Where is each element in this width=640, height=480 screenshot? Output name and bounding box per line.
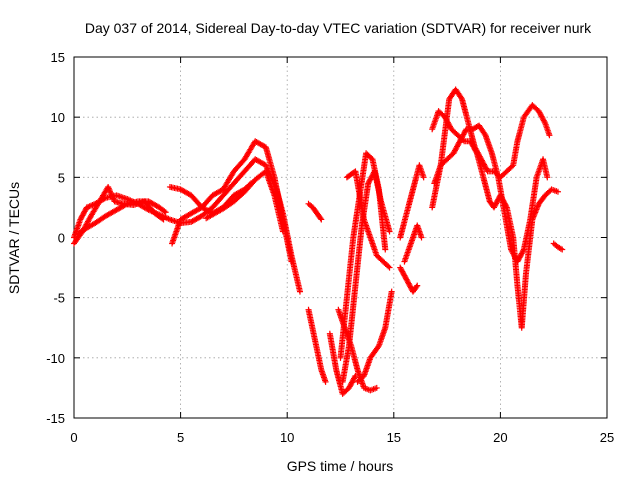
data-point bbox=[414, 282, 421, 289]
data-point bbox=[162, 209, 169, 216]
y-tick-label: 0 bbox=[58, 231, 65, 246]
y-tick-label: -10 bbox=[46, 351, 65, 366]
series-track-11 bbox=[339, 168, 393, 385]
data-point bbox=[352, 372, 359, 379]
series-track-21 bbox=[550, 240, 566, 253]
data-point bbox=[559, 246, 566, 253]
data-point bbox=[296, 288, 303, 295]
series-track-20 bbox=[429, 108, 561, 331]
data-point bbox=[554, 188, 561, 195]
data-point bbox=[317, 215, 324, 222]
data-point bbox=[386, 264, 393, 271]
data-point bbox=[388, 288, 395, 295]
series-track-17 bbox=[401, 222, 425, 265]
data-point bbox=[373, 384, 380, 391]
x-tick-label: 20 bbox=[493, 430, 507, 445]
data-point bbox=[279, 228, 286, 235]
data-point bbox=[160, 216, 167, 223]
chart-title: Day 037 of 2014, Sidereal Day-to-day VTE… bbox=[85, 20, 592, 36]
axis-ticks: 0 5 10 15 20 25 -15 -10 -5 0 5 10 15 bbox=[46, 50, 614, 445]
data-point bbox=[459, 137, 466, 144]
x-tick-label: 10 bbox=[280, 430, 294, 445]
data-point bbox=[386, 228, 393, 235]
data-point bbox=[544, 174, 551, 181]
series-track-3 bbox=[166, 180, 254, 217]
data-point bbox=[385, 263, 392, 270]
data-point bbox=[473, 148, 480, 155]
data-point bbox=[520, 247, 527, 254]
x-tick-label: 25 bbox=[600, 430, 614, 445]
x-tick-label: 0 bbox=[70, 430, 77, 445]
y-axis-label: SDTVAR / TECUs bbox=[6, 182, 22, 294]
data-point bbox=[322, 378, 329, 385]
data-point bbox=[351, 374, 358, 381]
data-point bbox=[418, 234, 425, 241]
data-point bbox=[413, 283, 420, 290]
series-track-7 bbox=[305, 200, 325, 223]
x-axis-label: GPS time / hours bbox=[287, 458, 394, 474]
series-track-6 bbox=[203, 168, 286, 235]
data-point bbox=[382, 246, 389, 253]
series-track-16 bbox=[397, 162, 427, 241]
data-point bbox=[420, 174, 427, 181]
data-point bbox=[159, 215, 166, 222]
series-track-19 bbox=[431, 122, 551, 265]
data-point bbox=[318, 216, 325, 223]
data-point bbox=[161, 208, 168, 215]
data-point bbox=[458, 94, 465, 101]
series-track-5 bbox=[75, 198, 169, 237]
data-point bbox=[122, 201, 129, 208]
y-tick-label: 10 bbox=[51, 110, 65, 125]
data-point bbox=[288, 258, 295, 265]
x-tick-label: 5 bbox=[177, 430, 184, 445]
y-tick-label: 5 bbox=[58, 170, 65, 185]
series-track-14 bbox=[326, 330, 359, 397]
series-track-10 bbox=[337, 150, 389, 361]
series-track-13 bbox=[343, 168, 393, 271]
x-tick-label: 15 bbox=[387, 430, 401, 445]
data-point bbox=[546, 132, 553, 139]
series-track-8 bbox=[305, 306, 329, 385]
data-point bbox=[503, 203, 510, 210]
y-tick-label: -5 bbox=[53, 291, 65, 306]
data-markers bbox=[71, 86, 566, 397]
y-tick-label: 15 bbox=[51, 50, 65, 65]
series-track-12 bbox=[354, 288, 395, 385]
series-track-15 bbox=[397, 264, 421, 295]
data-point bbox=[541, 118, 548, 125]
y-tick-label: -15 bbox=[46, 411, 65, 426]
